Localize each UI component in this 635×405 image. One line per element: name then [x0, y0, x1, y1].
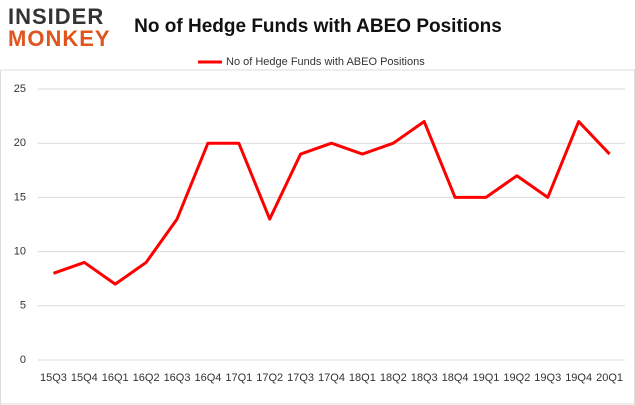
x-tick-label: 19Q3	[534, 372, 561, 384]
x-tick-label: 17Q4	[318, 372, 345, 384]
x-tick-label: 16Q4	[194, 372, 221, 384]
logo-line2: MONKEY	[8, 26, 111, 51]
y-tick-label: 15	[14, 191, 26, 203]
x-tick-label: 18Q4	[442, 372, 469, 384]
y-tick-label: 10	[14, 246, 26, 258]
x-tick-label: 18Q3	[411, 372, 438, 384]
x-tick-label: 17Q3	[287, 372, 314, 384]
x-tick-label: 19Q2	[503, 372, 530, 384]
x-tick-label: 19Q4	[565, 372, 592, 384]
logo-line1: INSIDER	[8, 4, 104, 29]
plot-frame	[0, 69, 635, 405]
y-tick-label: 20	[14, 137, 26, 149]
x-tick-label: 17Q2	[256, 372, 283, 384]
x-tick-label: 16Q3	[164, 372, 191, 384]
x-tick-label: 19Q1	[473, 372, 500, 384]
line-series	[52, 120, 611, 286]
x-tick-label: 16Q2	[133, 372, 160, 384]
y-tick-label: 5	[20, 300, 26, 312]
x-tick-label: 18Q1	[349, 372, 376, 384]
x-tick-label: 18Q2	[380, 372, 407, 384]
legend-label: No of Hedge Funds with ABEO Positions	[226, 56, 425, 68]
x-tick-label: 15Q4	[71, 372, 98, 384]
y-tick-label: 0	[20, 354, 26, 366]
y-tick-label: 25	[14, 83, 26, 95]
x-tick-label: 15Q3	[40, 372, 67, 384]
x-tick-label: 16Q1	[102, 372, 129, 384]
x-tick-label: 20Q1	[596, 372, 623, 384]
x-tick-label: 17Q1	[225, 372, 252, 384]
chart-title: No of Hedge Funds with ABEO Positions	[134, 16, 502, 37]
